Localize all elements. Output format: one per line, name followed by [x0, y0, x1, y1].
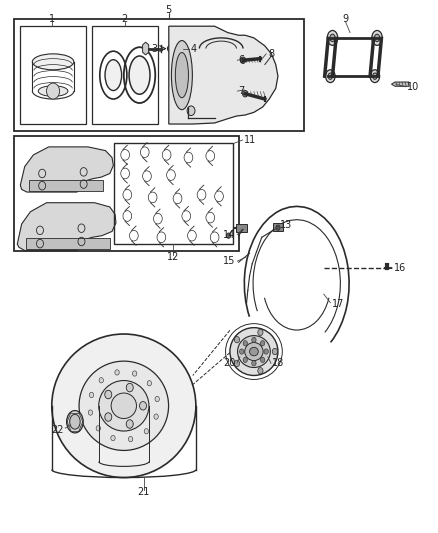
Circle shape [155, 397, 159, 402]
Ellipse shape [111, 393, 137, 418]
Ellipse shape [187, 106, 195, 116]
Ellipse shape [79, 361, 169, 450]
Circle shape [115, 370, 119, 375]
Ellipse shape [226, 233, 231, 238]
Text: 15: 15 [223, 256, 236, 266]
Text: 3: 3 [151, 44, 157, 53]
Ellipse shape [170, 45, 178, 52]
Circle shape [252, 337, 256, 343]
Text: 21: 21 [138, 488, 150, 497]
Circle shape [126, 419, 133, 428]
Bar [20, 26, 86, 124]
Bar [237, 224, 247, 232]
Circle shape [144, 429, 148, 434]
Polygon shape [169, 26, 278, 124]
Text: 18: 18 [272, 358, 285, 368]
Ellipse shape [38, 86, 68, 96]
Circle shape [264, 349, 268, 354]
Text: 5: 5 [166, 5, 172, 15]
Circle shape [99, 377, 103, 383]
Text: 12: 12 [167, 252, 179, 262]
Text: 8: 8 [268, 49, 274, 59]
Circle shape [140, 401, 147, 410]
Ellipse shape [52, 334, 196, 478]
Circle shape [243, 357, 247, 362]
Text: 22: 22 [52, 425, 64, 435]
Circle shape [128, 437, 133, 442]
Bar [92, 26, 158, 124]
Ellipse shape [230, 328, 278, 375]
Text: 10: 10 [407, 82, 419, 92]
Circle shape [88, 410, 92, 415]
Ellipse shape [372, 30, 382, 45]
Circle shape [105, 390, 112, 399]
Circle shape [126, 383, 133, 392]
Circle shape [240, 349, 244, 354]
Bar [273, 223, 283, 231]
Circle shape [234, 360, 240, 367]
Circle shape [89, 392, 94, 398]
Circle shape [243, 341, 247, 346]
Ellipse shape [32, 54, 74, 70]
Bar [14, 19, 304, 131]
Bar [14, 136, 239, 251]
Ellipse shape [374, 34, 380, 42]
Polygon shape [17, 203, 116, 251]
Text: 9: 9 [343, 14, 349, 25]
Circle shape [154, 414, 158, 419]
Ellipse shape [250, 348, 258, 356]
Ellipse shape [327, 30, 338, 45]
Text: 16: 16 [394, 263, 406, 273]
Circle shape [260, 341, 265, 346]
Text: 2: 2 [122, 14, 128, 24]
Circle shape [260, 357, 265, 362]
Ellipse shape [70, 414, 80, 429]
Ellipse shape [328, 73, 332, 79]
Ellipse shape [99, 381, 149, 431]
Ellipse shape [129, 56, 150, 94]
Circle shape [252, 361, 256, 366]
Circle shape [276, 225, 280, 230]
Ellipse shape [330, 34, 335, 42]
Polygon shape [26, 238, 110, 249]
Circle shape [46, 83, 60, 99]
Polygon shape [20, 147, 113, 192]
Bar [114, 143, 233, 244]
Ellipse shape [105, 60, 122, 91]
Circle shape [258, 368, 263, 374]
Ellipse shape [245, 343, 263, 361]
Text: 11: 11 [244, 135, 257, 145]
Text: 1: 1 [49, 14, 55, 24]
Circle shape [272, 349, 278, 355]
Ellipse shape [175, 53, 188, 98]
Ellipse shape [243, 91, 248, 97]
Circle shape [96, 426, 100, 431]
Text: 17: 17 [332, 298, 344, 309]
Circle shape [258, 329, 263, 336]
Ellipse shape [237, 336, 270, 368]
Ellipse shape [167, 44, 180, 53]
Text: 13: 13 [280, 220, 293, 230]
Text: 20: 20 [223, 358, 236, 368]
Text: 7: 7 [239, 86, 245, 96]
Ellipse shape [373, 73, 377, 79]
Circle shape [234, 336, 240, 343]
Circle shape [105, 413, 112, 421]
Polygon shape [29, 180, 103, 191]
Ellipse shape [171, 41, 192, 110]
Ellipse shape [325, 70, 335, 83]
Text: 4: 4 [191, 44, 197, 53]
Polygon shape [392, 82, 409, 86]
Ellipse shape [370, 70, 380, 83]
Text: 6: 6 [239, 55, 245, 65]
Circle shape [111, 435, 115, 441]
Ellipse shape [240, 57, 246, 63]
Polygon shape [143, 42, 149, 55]
Text: 14: 14 [223, 230, 236, 240]
Circle shape [147, 381, 152, 386]
Circle shape [132, 371, 137, 376]
Ellipse shape [67, 410, 83, 433]
